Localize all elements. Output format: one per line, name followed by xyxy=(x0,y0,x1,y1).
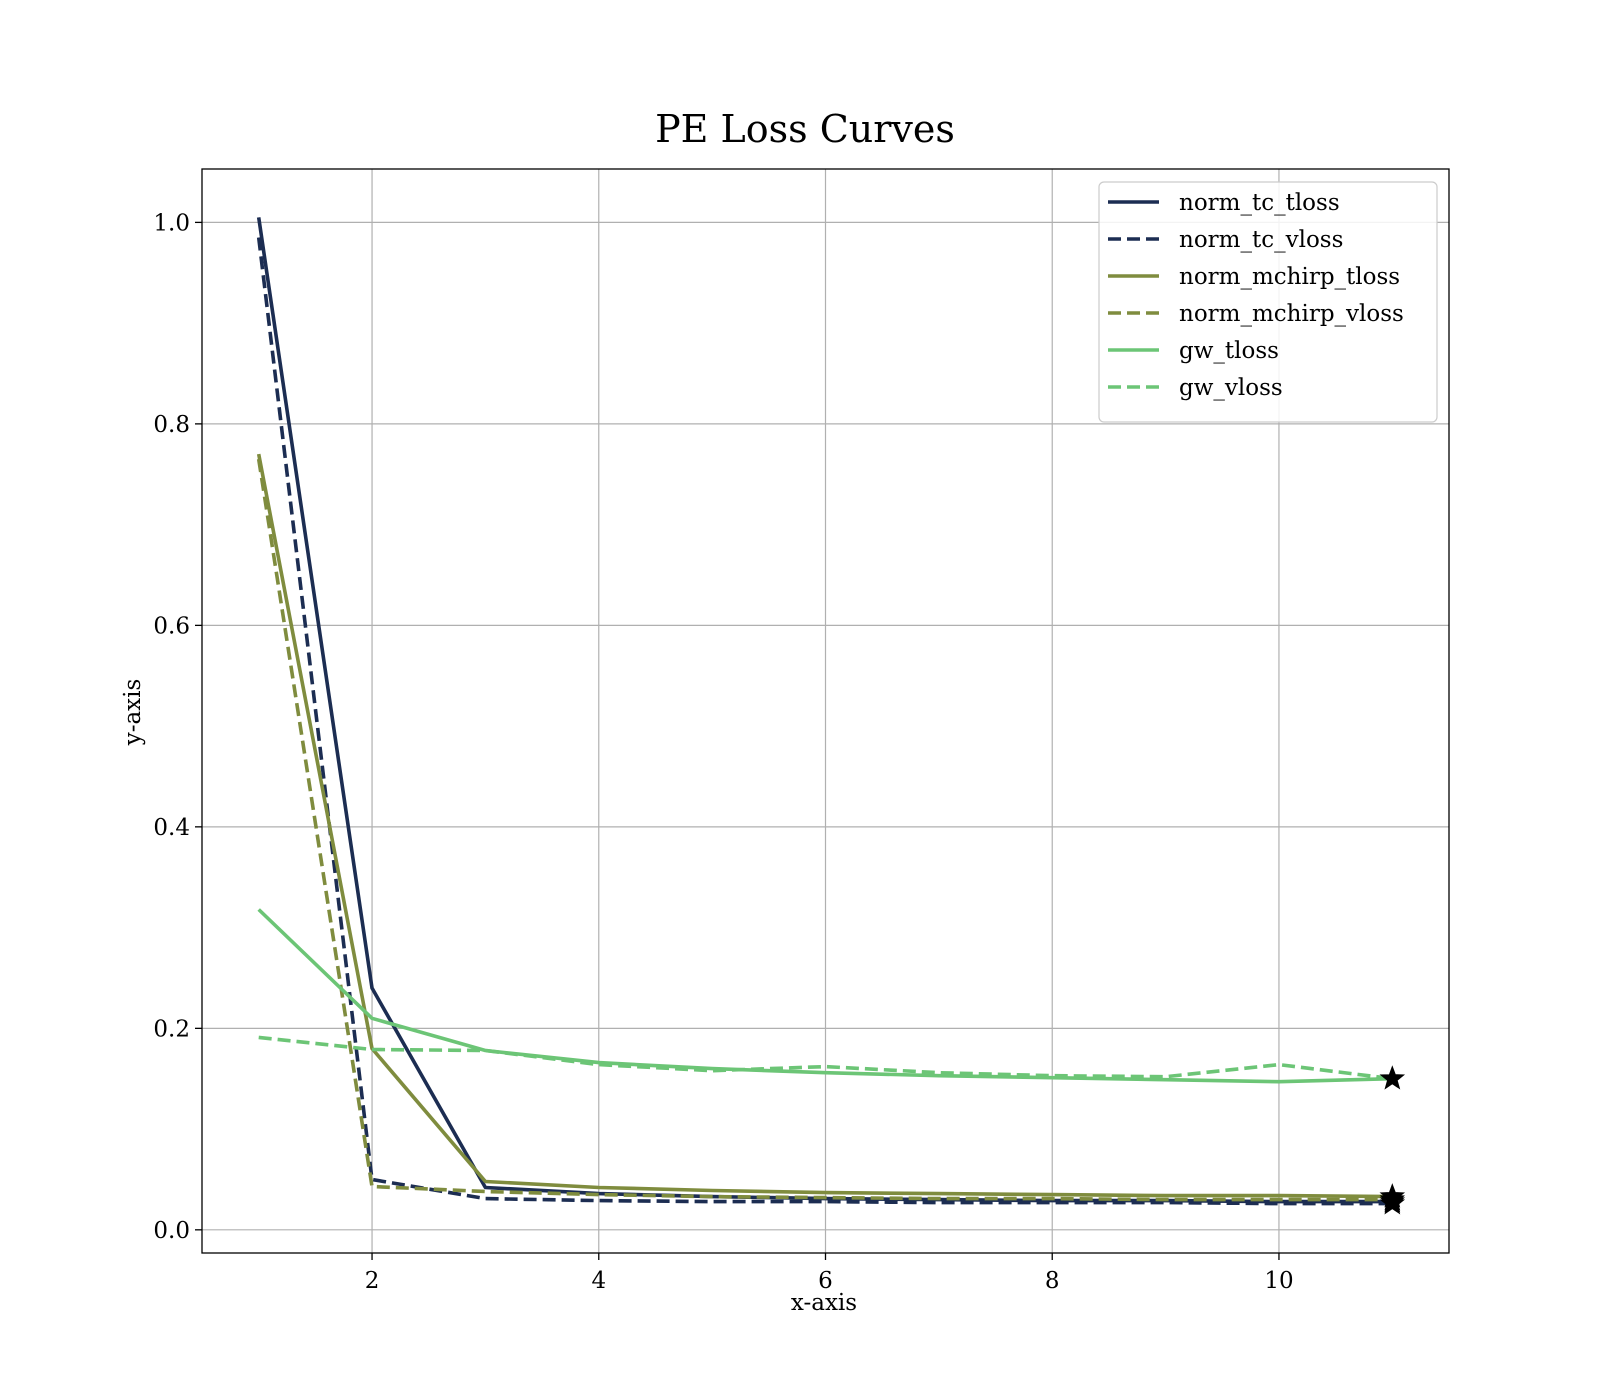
legend-entry-label: gw_tloss xyxy=(1179,338,1279,364)
legend-box xyxy=(1098,181,1438,423)
x-tick-label: 10 xyxy=(1264,1268,1293,1294)
x-tick-label: 2 xyxy=(365,1268,380,1294)
ticks: 2 4 6 8 10 0.0 0.2 0.4 0.6 0.8 1.0 xyxy=(153,210,1293,1294)
series-line-norm-mchirp-vloss xyxy=(256,458,1393,1202)
y-tick-label: 0.2 xyxy=(153,1016,190,1042)
y-tick-label: 1.0 xyxy=(153,210,190,236)
legend-entry-label: norm_tc_vloss xyxy=(1179,227,1343,253)
legend-entry-label: gw_vloss xyxy=(1179,375,1283,401)
x-axis-label: x-axis xyxy=(791,1290,857,1316)
best-star-marker xyxy=(1379,1190,1406,1215)
best-markers xyxy=(1379,1065,1406,1215)
series-line-gw-tloss xyxy=(257,908,1393,1084)
legend-entry-label: norm_mchirp_vloss xyxy=(1179,301,1404,327)
legend: norm_tc_tloss norm_tc_vloss norm_mchirp_tl… xyxy=(1098,181,1438,423)
y-tick-label: 0.4 xyxy=(153,815,190,841)
legend-entry-label: norm_mchirp_tloss xyxy=(1179,264,1400,290)
series-lines xyxy=(256,217,1393,1206)
best-star-marker xyxy=(1379,1065,1406,1090)
x-tick-label: 6 xyxy=(818,1268,833,1294)
series-line-norm-mchirp-tloss xyxy=(256,453,1393,1199)
y-tick-label: 0.8 xyxy=(153,412,190,438)
chart-title: PE Loss Curves xyxy=(655,107,955,151)
legend-entry-label: norm_tc_tloss xyxy=(1179,190,1340,216)
x-tick-label: 4 xyxy=(591,1268,606,1294)
y-tick-label: 0.6 xyxy=(153,613,190,639)
y-tick-label: 0.0 xyxy=(153,1218,190,1244)
y-axis-label: y-axis xyxy=(120,679,146,747)
x-tick-label: 8 xyxy=(1045,1268,1060,1294)
